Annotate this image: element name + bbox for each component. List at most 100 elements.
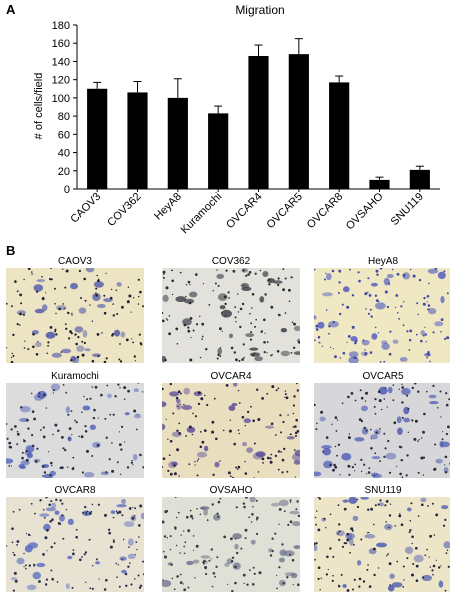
micrograph-pore (377, 332, 380, 334)
micrograph-cell (83, 472, 95, 478)
micrograph-pore (127, 389, 130, 393)
micrograph-pore (17, 433, 20, 436)
micrograph-cell (293, 545, 300, 550)
micrograph-pore (417, 515, 420, 517)
micrograph-pore (343, 352, 346, 355)
micrograph-pore (256, 516, 259, 520)
micrograph-pore (187, 529, 191, 533)
micrograph-cell (121, 498, 126, 505)
micrograph-pore (29, 534, 31, 536)
micrograph-pore (46, 550, 48, 552)
micrograph-cell (387, 386, 393, 394)
micrograph-panel: SNU119 (314, 484, 450, 592)
micrograph-pore (384, 387, 387, 389)
micrograph-pore (375, 269, 379, 273)
micrograph-pore (199, 445, 203, 449)
micrograph-cell (342, 584, 347, 588)
micrograph-pore (337, 443, 341, 446)
micrograph-cell (378, 386, 388, 395)
micrograph-pore (440, 565, 442, 567)
micrograph-pore (338, 269, 342, 273)
micrograph-cell (370, 472, 379, 477)
micrograph-pore (205, 568, 207, 570)
micrograph-pore (385, 500, 389, 503)
micrograph-pore (125, 584, 128, 587)
micrograph-pore (191, 433, 194, 436)
micrograph-pore (388, 282, 390, 285)
micrograph-cell (18, 464, 25, 469)
micrograph-pore (58, 307, 61, 311)
micrograph-pore (314, 542, 316, 546)
micrograph-cell (116, 504, 127, 508)
micrograph-pore (45, 407, 48, 409)
micrograph-pore (44, 536, 48, 540)
micrograph-pore (383, 360, 386, 363)
micrograph-pore (373, 405, 376, 408)
micrograph-cell (76, 345, 85, 352)
micrograph-pore (118, 443, 122, 446)
micrograph-pore (284, 393, 287, 396)
micrograph-pore (39, 499, 42, 502)
micrograph-pore (173, 464, 176, 467)
micrograph-cell (376, 542, 387, 548)
micrograph-pore (251, 293, 255, 296)
micrograph-pore (322, 451, 324, 453)
micrograph-pore (33, 563, 36, 567)
micrograph-pore (242, 269, 245, 272)
micrograph-pore (386, 406, 388, 408)
micrograph-cell (16, 557, 25, 565)
micrograph-pore (351, 529, 354, 532)
micrograph-cell (232, 533, 242, 540)
micrograph-cell (242, 442, 247, 447)
micrograph-pore (192, 412, 194, 415)
micrograph-pore (126, 466, 130, 469)
micrograph-pore (425, 341, 427, 343)
micrograph-cell (293, 325, 300, 332)
micrograph-pore (248, 271, 252, 274)
micrograph-pore (118, 510, 122, 514)
micrograph-pore (277, 450, 281, 453)
micrograph-pore (171, 293, 174, 296)
micrograph-pore (317, 528, 321, 532)
micrograph-pore (367, 277, 370, 280)
micrograph-pore (195, 323, 199, 326)
micrograph-pore (109, 413, 112, 416)
micrograph-pore (16, 544, 18, 546)
micrograph-pore (388, 562, 392, 566)
micrograph-cell (184, 298, 195, 304)
micrograph-pore (122, 538, 125, 541)
micrograph-pore (315, 542, 318, 545)
micrograph-pore (293, 322, 296, 326)
micrograph-cell (364, 533, 376, 539)
micrograph-pore (402, 586, 405, 588)
micrograph-pore (353, 356, 357, 360)
bar-cov362 (127, 92, 148, 189)
micrograph-pore (410, 502, 413, 505)
micrograph-pore (185, 284, 188, 286)
micrograph-pore (131, 516, 135, 520)
micrograph-cell (323, 460, 333, 469)
micrograph-pore (219, 355, 222, 358)
micrograph-pore (259, 269, 262, 272)
micrograph-pore (95, 292, 97, 294)
micrograph-pore (65, 509, 68, 511)
micrograph-pore (244, 537, 247, 540)
bar-ovsaho (369, 179, 390, 189)
micrograph-pore (262, 462, 264, 464)
micrograph-pore (199, 356, 202, 359)
micrograph-cell (278, 499, 289, 507)
x-tick-label: Kuramochi (179, 191, 225, 237)
micrograph-pore (244, 425, 246, 427)
micrograph-pore (242, 573, 246, 577)
micrograph-pore (111, 469, 115, 473)
micrograph-pore (429, 566, 431, 568)
micrograph-cell (278, 557, 285, 563)
micrograph-pore (315, 523, 317, 526)
micrograph-pore (132, 506, 134, 508)
micrograph-pore (84, 425, 87, 428)
micrograph-pore (25, 458, 29, 462)
micrograph-pore (336, 454, 338, 457)
micrograph-cell (232, 562, 241, 570)
micrograph-pore (189, 284, 191, 286)
micrograph-cell (434, 321, 444, 327)
